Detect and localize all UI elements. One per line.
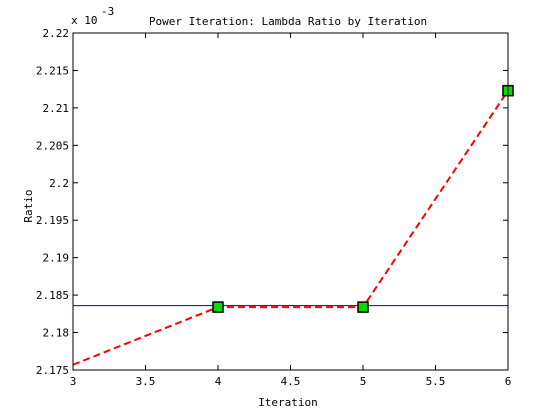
y-multiplier-exponent: -3 [101, 5, 114, 18]
y-tick-label: 2.21 [43, 102, 70, 115]
chart-title: Power Iteration: Lambda Ratio by Iterati… [149, 15, 427, 28]
x-tick-label: 4 [215, 375, 222, 388]
x-tick-label: 3.5 [136, 375, 156, 388]
y-tick-label: 2.22 [43, 27, 70, 40]
data-point-marker [212, 301, 224, 313]
x-tick-label: 5.5 [426, 375, 446, 388]
y-tick-label: 2.18 [43, 327, 70, 340]
y-tick-label: 2.205 [36, 139, 69, 152]
y-tick-label: 2.215 [36, 64, 69, 77]
x-tick-label: 3 [70, 375, 77, 388]
y-tick-label: 2.19 [43, 252, 70, 265]
data-point-marker [357, 301, 369, 313]
x-tick-label: 6 [505, 375, 512, 388]
ratio-line [72, 90, 509, 366]
tick-labels: 3 3.5 4 4.5 5 5.5 62.1752.182.1852.192.1952.22… [36, 27, 511, 388]
plot-area [73, 33, 508, 370]
y-tick-label: 2.175 [36, 364, 69, 377]
y-multiplier-label: x 10 [71, 14, 98, 27]
y-tick-label: 2.185 [36, 289, 69, 302]
plot-frame [72, 32, 509, 371]
x-axis-label: Iteration [258, 396, 318, 409]
x-tick-label: 4.5 [281, 375, 301, 388]
y-axis-label: Ratio [22, 189, 35, 222]
x-tick-label: 5 [360, 375, 367, 388]
y-tick-label: 2.2 [49, 177, 69, 190]
y-tick-label: 2.195 [36, 214, 69, 227]
